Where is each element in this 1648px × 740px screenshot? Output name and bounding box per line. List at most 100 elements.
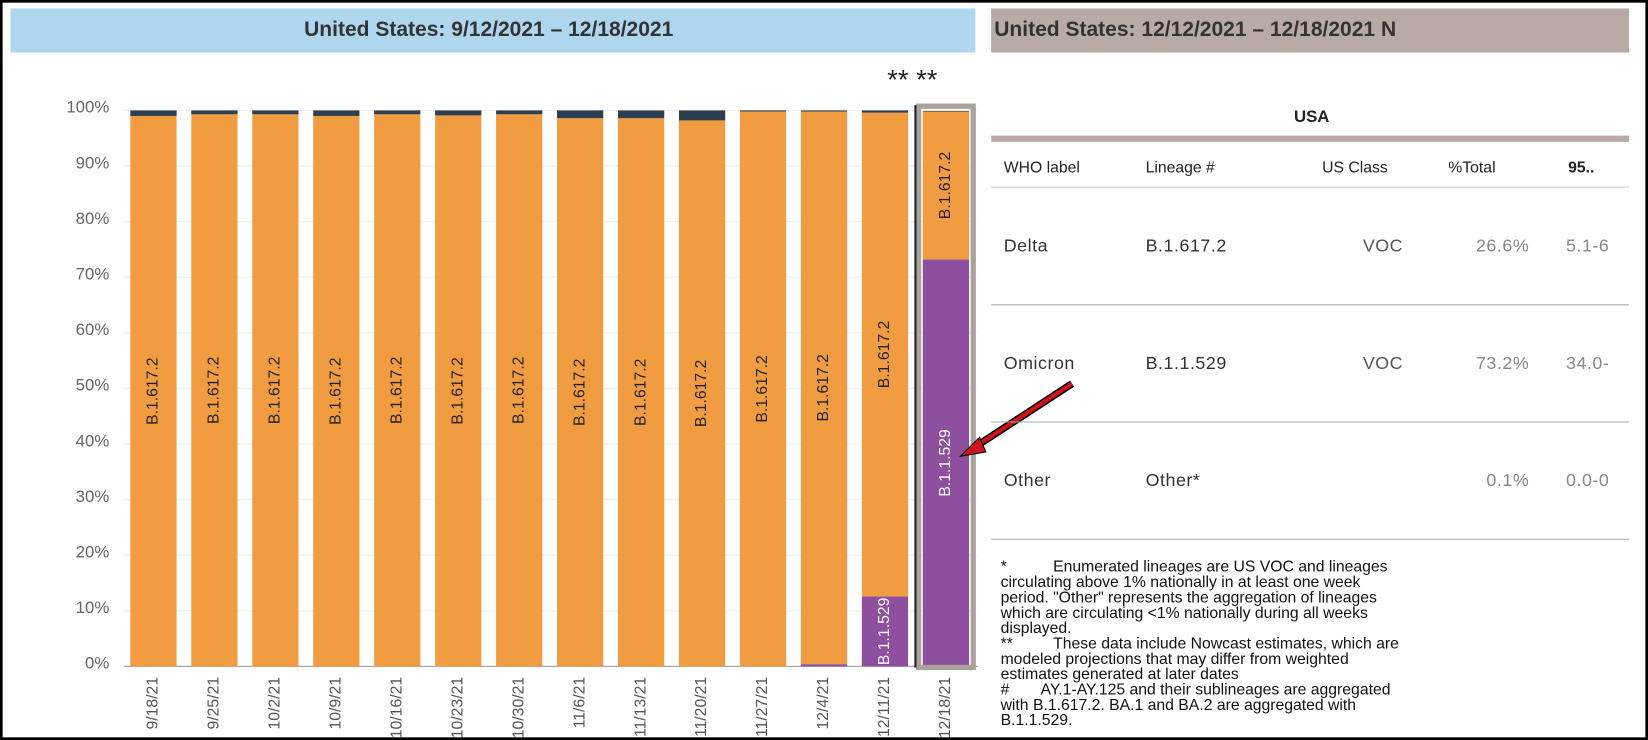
table-cell: Other — [1004, 470, 1051, 490]
note-line: B.1.1.529. — [1001, 712, 1073, 729]
bar-segment — [130, 115, 177, 667]
table-cell: 0.0-0 — [1566, 470, 1609, 490]
table-cell: Delta — [1004, 236, 1048, 256]
bar-label: B.1.1.529 — [937, 429, 954, 497]
column-header: 95.. — [1568, 159, 1594, 176]
bar-segment — [739, 111, 787, 667]
bar-segment — [922, 259, 970, 667]
bar-segment — [618, 110, 665, 119]
plot: 0% 10% 20% 30% 40% 50% 60% 70% 80% 90% 100% B.1.617… — [66, 98, 978, 738]
x-tick-label: 11/13/21 — [632, 677, 649, 737]
bar-label: B.1.617.2 — [206, 357, 223, 424]
table-cell: 73.2% — [1476, 353, 1529, 373]
note-line: with B.1.617.2. BA.1 and BA.2 are aggreg… — [1000, 697, 1356, 714]
bar-segment — [800, 664, 848, 667]
x-tick-label: 11/27/21 — [754, 677, 771, 737]
bar-segment — [496, 110, 543, 115]
column-header: %Total — [1448, 159, 1495, 176]
table-header — [991, 8, 1630, 53]
x-tick-label: 12/4/21 — [815, 677, 832, 730]
x-tick-label: 9/25/21 — [206, 677, 223, 730]
y-tick-label: 10% — [76, 598, 110, 617]
bar-segment — [800, 110, 848, 112]
column-header: WHO label — [1004, 159, 1080, 176]
bar-segment — [861, 596, 909, 667]
bar-label: B.1.617.2 — [449, 357, 466, 424]
bar-segment — [922, 110, 970, 112]
y-tick-label: 70% — [76, 265, 110, 284]
table-cell: 0.1% — [1486, 470, 1529, 490]
y-tick-label: 30% — [76, 487, 110, 506]
x-tick-label: 9/18/21 — [145, 677, 162, 730]
note-line: circulating above 1% nationally in at le… — [1001, 574, 1361, 591]
bar-segment — [861, 112, 909, 597]
annotation: ** ** — [887, 64, 937, 95]
table-header-title: United States: 12/12/2021 – 12/18/2021 N — [994, 18, 1396, 41]
bar-label: B.1.617.2 — [815, 354, 832, 421]
bar-segment — [252, 110, 299, 115]
bar-segment — [435, 115, 482, 667]
table-cell: VOC — [1363, 236, 1403, 256]
note-mark: * — [1001, 559, 1007, 576]
bar-label: B.1.617.2 — [632, 359, 649, 426]
bar-segment — [191, 114, 238, 667]
note-line: estimates generated at later dates — [1001, 666, 1239, 683]
y-tick-label: 0% — [85, 654, 109, 673]
table-cell: 26.6% — [1476, 236, 1529, 256]
bar-segment — [496, 114, 543, 667]
note-line: These data include Nowcast estimates, wh… — [1053, 635, 1399, 652]
table-cell: 34.0- — [1566, 353, 1609, 373]
bar-segment — [800, 111, 848, 665]
bar-label: B.1.617.2 — [571, 359, 588, 426]
table-cell: 5.1-6 — [1566, 236, 1609, 256]
bar-label: B.1.617.2 — [693, 360, 710, 427]
column-header: Lineage # — [1146, 159, 1215, 176]
bar-label: B.1.1.529 — [876, 597, 893, 665]
table: USA WHO label Lineage # US Class %Total 95.. D… — [991, 107, 1630, 540]
x-tick-label: 11/6/21 — [571, 677, 588, 728]
bar-segment — [739, 110, 787, 112]
bar-segment — [557, 118, 604, 667]
y-tick-label: 50% — [76, 376, 110, 395]
note-line: which are circulating <1% nationally dur… — [1000, 605, 1368, 622]
bar-label: B.1.617.2 — [510, 357, 527, 424]
bar-segment — [252, 114, 299, 667]
note-line: period. "Other" represents the aggregati… — [1001, 589, 1377, 606]
note-line: AY.1-AY.125 and their sublineages are ag… — [1041, 682, 1391, 699]
bar-segment — [678, 110, 726, 121]
notes: * Enumerated lineages are US VOC and line… — [1000, 559, 1400, 729]
bar-segment — [435, 110, 482, 116]
x-tick-label: 11/20/21 — [693, 677, 710, 737]
bar-segment — [374, 110, 421, 115]
bar-label: B.1.617.2 — [388, 357, 405, 424]
bar-label: B.1.617.2 — [876, 321, 893, 388]
bar-segment — [618, 118, 665, 667]
y-tick-label: 20% — [76, 543, 110, 562]
x-tick-label: 12/18/21 — [937, 677, 954, 738]
note-mark: # — [1001, 682, 1010, 699]
bar-label: B.1.617.2 — [937, 152, 954, 219]
x-tick-label: 10/9/21 — [327, 677, 344, 730]
bar-segment — [191, 110, 238, 115]
column-header: US Class — [1322, 159, 1388, 176]
x-tick-label: 12/11/21 — [876, 677, 893, 737]
highlight — [915, 103, 976, 671]
x-tick-label: 10/16/21 — [388, 677, 405, 738]
bar-segment — [374, 114, 421, 667]
bar-segment — [130, 110, 177, 116]
table-cell: Other* — [1146, 470, 1201, 490]
note-line: Enumerated lineages are US VOC and linea… — [1053, 559, 1388, 576]
table-title: USA — [1294, 107, 1329, 126]
bar-segment — [557, 110, 604, 119]
x-tick-label: 10/30/21 — [510, 677, 527, 738]
bar-label: B.1.617.2 — [267, 357, 284, 424]
bar-segment — [922, 111, 970, 260]
note-mark: ** — [1001, 635, 1013, 652]
note-line: displayed. — [1001, 620, 1072, 637]
y-tick-label: 80% — [76, 209, 110, 228]
bar-label: B.1.617.2 — [754, 355, 771, 422]
bar-segment — [313, 110, 360, 116]
chart-title: United States: 9/12/2021 – 12/18/2021 — [304, 18, 673, 41]
note-line: modeled projections that may differ from… — [1001, 651, 1349, 668]
